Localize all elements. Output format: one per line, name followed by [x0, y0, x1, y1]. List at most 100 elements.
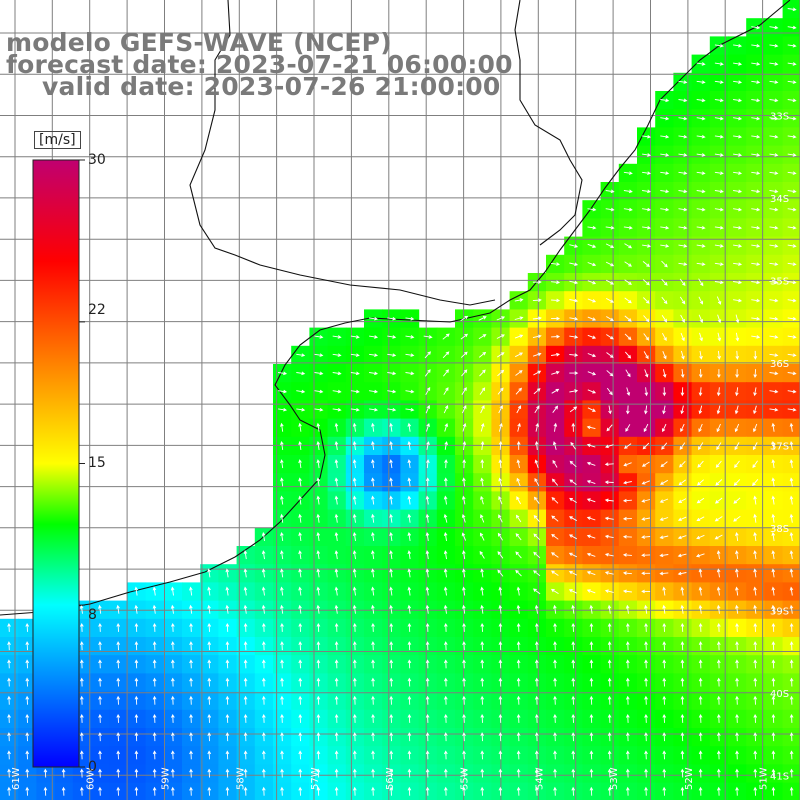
- wind-arrow: [387, 407, 397, 412]
- wind-arrow: [660, 225, 670, 230]
- wind-arrow: [769, 62, 779, 66]
- axis-labels: 33S 34S 35S 36S 37S 38S 39S 40S 41S 61W 60W 59W 58W 5…: [11, 112, 789, 791]
- lon-label: 58W: [235, 767, 246, 790]
- wind-arrow: [753, 495, 757, 505]
- wind-arrow: [586, 461, 596, 466]
- wind-arrow: [769, 80, 779, 84]
- wind-arrow: [352, 786, 357, 796]
- wind-arrow: [714, 98, 724, 103]
- wind-arrow: [660, 134, 670, 139]
- wind-arrow: [587, 280, 597, 285]
- wind-arrow: [462, 423, 467, 432]
- wind-arrow: [389, 568, 393, 578]
- wind-arrow: [553, 732, 557, 742]
- wind-arrow: [516, 677, 521, 687]
- wind-arrow: [462, 568, 466, 578]
- wind-arrow: [678, 498, 687, 503]
- wind-arrow: [516, 440, 521, 450]
- wind-arrow: [787, 207, 797, 212]
- wind-arrow: [243, 622, 248, 632]
- wind-arrow: [769, 407, 779, 412]
- wind-arrow: [607, 786, 612, 796]
- wind-arrow: [98, 713, 102, 723]
- wind-arrow: [98, 622, 102, 632]
- wind-arrow: [604, 534, 614, 539]
- wind-arrow: [479, 369, 486, 377]
- wind-arrow: [189, 786, 193, 796]
- wind-arrow: [625, 786, 630, 796]
- wind-arrow: [116, 659, 121, 669]
- wind-arrow: [314, 371, 324, 376]
- wind-arrow: [716, 732, 721, 742]
- wind-arrow: [462, 732, 466, 742]
- wind-arrow: [443, 750, 448, 760]
- wind-arrow: [316, 477, 321, 487]
- wind-arrow: [587, 316, 597, 321]
- wind-arrow: [642, 442, 650, 450]
- wind-arrow: [407, 641, 412, 651]
- wind-arrow: [678, 80, 688, 84]
- wind-arrow: [407, 440, 412, 450]
- wind-arrow: [316, 568, 321, 578]
- wind-arrow: [405, 407, 415, 412]
- wind-arrow: [623, 171, 633, 175]
- wind-arrow: [405, 389, 415, 394]
- wind-arrow: [371, 604, 375, 614]
- wind-arrow: [407, 768, 412, 778]
- wind-arrow: [280, 622, 284, 632]
- lon-label: 57W: [310, 767, 321, 790]
- wind-arrow: [787, 171, 797, 175]
- lon-label: 52W: [684, 767, 695, 790]
- wind-arrow: [425, 495, 430, 505]
- wind-arrow: [716, 568, 721, 578]
- wind-arrow: [480, 786, 485, 796]
- wind-arrow: [369, 389, 379, 394]
- wind-arrow: [314, 353, 324, 357]
- wind-arrow: [641, 461, 650, 467]
- wind-arrow: [677, 571, 687, 576]
- wind-arrow: [698, 768, 703, 778]
- wind-arrow: [462, 677, 466, 687]
- wind-arrow: [733, 207, 743, 212]
- wind-arrow: [534, 604, 539, 614]
- wind-arrow: [389, 477, 393, 487]
- wind-arrow: [698, 314, 704, 324]
- wind-arrow: [350, 407, 360, 412]
- wind-arrow: [134, 604, 139, 614]
- wind-arrow: [787, 43, 797, 48]
- wind-arrow: [261, 550, 266, 560]
- wind-arrow: [371, 513, 375, 523]
- wind-arrow: [207, 622, 212, 632]
- wind-arrow: [787, 189, 797, 194]
- wind-arrow: [98, 768, 102, 778]
- wind-arrow: [753, 513, 757, 523]
- wind-arrow: [189, 768, 193, 778]
- wind-arrow: [680, 622, 685, 632]
- wind-arrow: [350, 353, 360, 357]
- wind-arrow: [496, 334, 505, 339]
- wind-arrow: [753, 604, 757, 614]
- wind-arrow: [587, 407, 596, 412]
- wind-arrow: [152, 659, 157, 669]
- wind-arrow: [625, 677, 630, 687]
- wind-arrow: [442, 351, 450, 359]
- wind-arrow: [442, 333, 450, 340]
- wind-arrow: [589, 622, 594, 632]
- wind-arrow: [134, 732, 139, 742]
- wind-arrow: [116, 732, 121, 742]
- wind-arrow: [278, 389, 288, 394]
- wind-arrow: [514, 352, 524, 358]
- wind-arrow: [789, 422, 794, 432]
- wind-arrow: [261, 659, 266, 669]
- wind-arrow: [642, 225, 652, 230]
- wind-arrow: [752, 423, 758, 433]
- wind-arrow: [625, 713, 630, 723]
- wind-arrow: [769, 207, 779, 212]
- wind-arrow: [659, 553, 669, 558]
- wind-arrow: [389, 713, 394, 723]
- wind-arrow: [443, 477, 448, 487]
- wind-arrow: [298, 604, 302, 614]
- wind-arrow: [587, 389, 597, 394]
- wind-arrow: [769, 116, 779, 121]
- wind-arrow: [734, 460, 740, 469]
